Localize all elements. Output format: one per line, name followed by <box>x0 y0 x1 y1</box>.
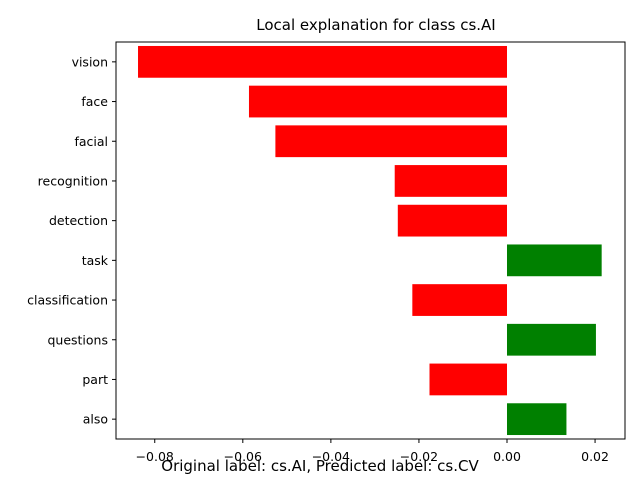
y-tick-label: questions <box>47 332 108 347</box>
bar-facial <box>275 125 507 158</box>
label-caption: Original label: cs.AI, Predicted label: … <box>161 457 479 475</box>
bar-recognition <box>394 165 507 197</box>
bar-part <box>429 363 507 396</box>
y-tick-label: vision <box>72 54 108 69</box>
x-tick-label: −0.08 <box>136 449 174 464</box>
y-tick-label: face <box>81 94 108 109</box>
x-tick-label: 0.02 <box>581 449 609 464</box>
y-tick-label: recognition <box>38 173 108 188</box>
x-tick-label: −0.06 <box>224 449 262 464</box>
y-tick-label: also <box>83 412 108 427</box>
y-tick-label: classification <box>27 293 108 308</box>
bar-questions <box>506 323 596 356</box>
x-tick-label: 0.00 <box>493 449 521 464</box>
bar-also <box>506 403 567 436</box>
y-tick-label: part <box>82 372 108 387</box>
y-tick-label: facial <box>74 134 108 149</box>
chart-title: Local explanation for class cs.AI <box>256 16 495 34</box>
bar-classification <box>412 284 507 316</box>
x-tick-label: −0.02 <box>400 449 438 464</box>
bar-vision <box>138 45 507 78</box>
plot-frame <box>115 41 626 440</box>
y-tick-label: detection <box>49 213 108 228</box>
y-tick-label: task <box>82 253 109 268</box>
bar-detection <box>397 204 507 237</box>
bar-face <box>248 85 507 118</box>
bar-task <box>506 244 602 277</box>
x-tick-label: −0.04 <box>312 449 350 464</box>
